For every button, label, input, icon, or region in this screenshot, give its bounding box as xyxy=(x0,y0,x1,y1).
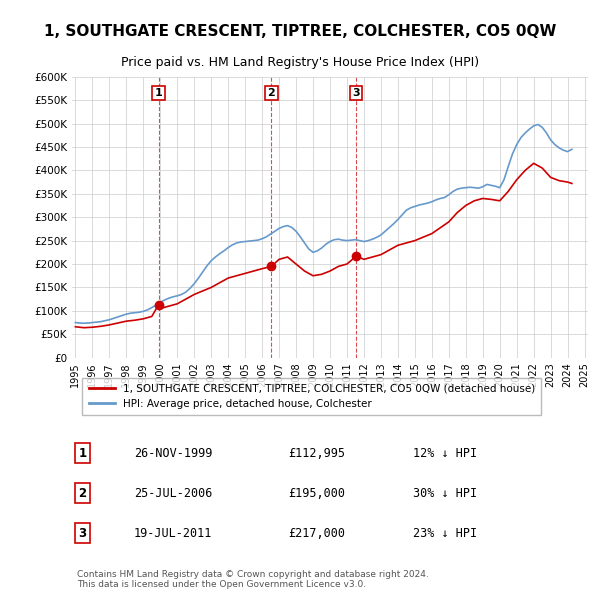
Text: Price paid vs. HM Land Registry's House Price Index (HPI): Price paid vs. HM Land Registry's House … xyxy=(121,56,479,69)
Text: 1, SOUTHGATE CRESCENT, TIPTREE, COLCHESTER, CO5 0QW: 1, SOUTHGATE CRESCENT, TIPTREE, COLCHEST… xyxy=(44,24,556,38)
Text: 2: 2 xyxy=(268,88,275,98)
Legend: 1, SOUTHGATE CRESCENT, TIPTREE, COLCHESTER, CO5 0QW (detached house), HPI: Avera: 1, SOUTHGATE CRESCENT, TIPTREE, COLCHEST… xyxy=(82,378,541,415)
Text: £112,995: £112,995 xyxy=(289,447,346,460)
Text: 1: 1 xyxy=(155,88,163,98)
Text: 2: 2 xyxy=(78,487,86,500)
Text: 25-JUL-2006: 25-JUL-2006 xyxy=(134,487,212,500)
Text: 1: 1 xyxy=(78,447,86,460)
Text: £217,000: £217,000 xyxy=(289,527,346,540)
Text: 3: 3 xyxy=(78,527,86,540)
Text: 30% ↓ HPI: 30% ↓ HPI xyxy=(413,487,476,500)
Text: £195,000: £195,000 xyxy=(289,487,346,500)
Text: 12% ↓ HPI: 12% ↓ HPI xyxy=(413,447,476,460)
Text: 19-JUL-2011: 19-JUL-2011 xyxy=(134,527,212,540)
Text: 26-NOV-1999: 26-NOV-1999 xyxy=(134,447,212,460)
Text: Contains HM Land Registry data © Crown copyright and database right 2024.
This d: Contains HM Land Registry data © Crown c… xyxy=(77,569,429,589)
Text: 23% ↓ HPI: 23% ↓ HPI xyxy=(413,527,476,540)
Text: 3: 3 xyxy=(352,88,360,98)
